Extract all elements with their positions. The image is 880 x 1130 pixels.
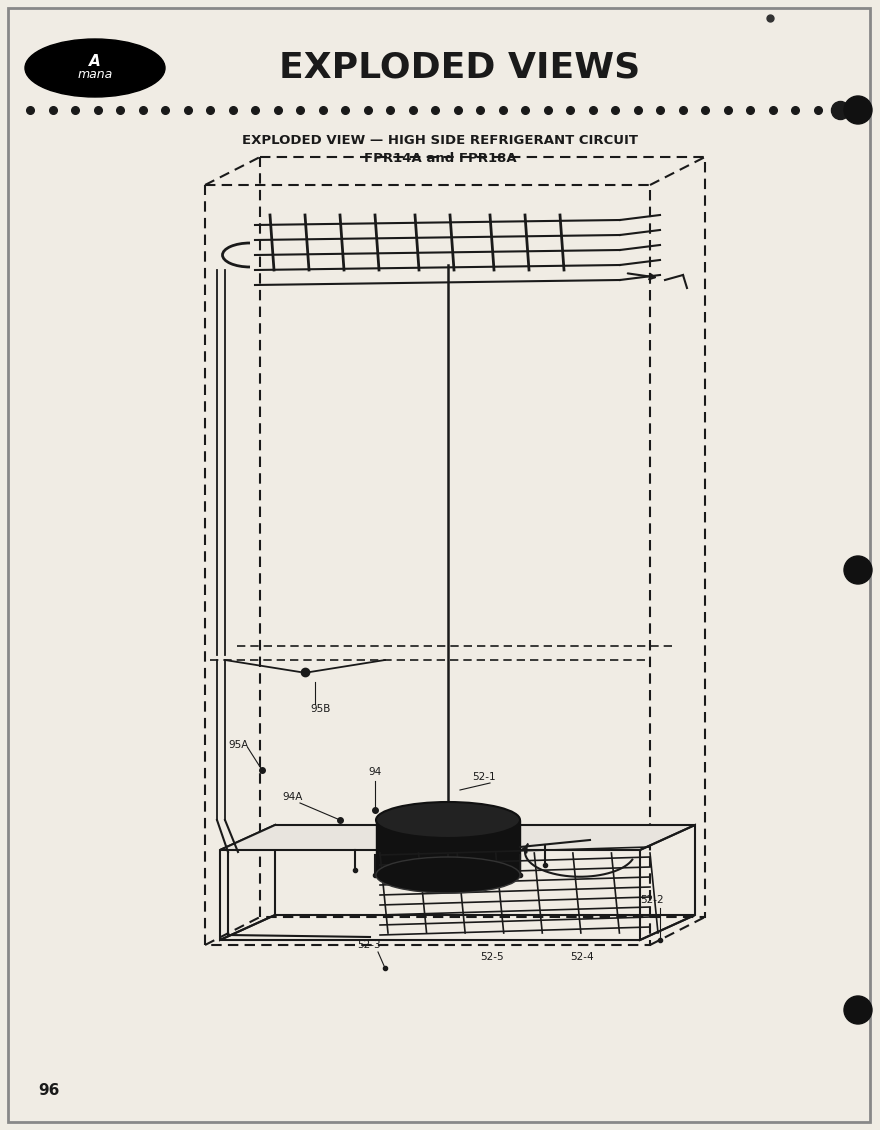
Circle shape xyxy=(844,96,872,124)
Text: 52-4: 52-4 xyxy=(570,951,594,962)
Text: 52-3: 52-3 xyxy=(357,940,381,950)
Text: 52-2: 52-2 xyxy=(640,895,664,905)
Text: EXPLODED VIEW — HIGH SIDE REFRIGERANT CIRCUIT: EXPLODED VIEW — HIGH SIDE REFRIGERANT CI… xyxy=(242,133,638,147)
FancyBboxPatch shape xyxy=(8,8,870,1122)
Text: 94: 94 xyxy=(368,767,381,777)
Ellipse shape xyxy=(376,857,520,893)
Ellipse shape xyxy=(376,802,520,838)
Text: FPR14A and FPR18A: FPR14A and FPR18A xyxy=(363,151,517,165)
Text: EXPLODED VIEWS: EXPLODED VIEWS xyxy=(279,51,641,85)
Text: 95B: 95B xyxy=(310,704,330,714)
Text: 96: 96 xyxy=(38,1083,59,1098)
Text: 95: 95 xyxy=(385,869,399,879)
Text: mana: mana xyxy=(77,68,113,80)
Circle shape xyxy=(844,556,872,584)
Polygon shape xyxy=(376,820,520,875)
Text: 52-5: 52-5 xyxy=(480,951,503,962)
Ellipse shape xyxy=(25,40,165,97)
Text: 95A: 95A xyxy=(228,740,248,750)
Text: 94A: 94A xyxy=(282,792,303,802)
Text: A: A xyxy=(89,54,101,70)
Polygon shape xyxy=(220,825,695,850)
Circle shape xyxy=(844,996,872,1024)
Text: 52-1: 52-1 xyxy=(472,772,495,782)
